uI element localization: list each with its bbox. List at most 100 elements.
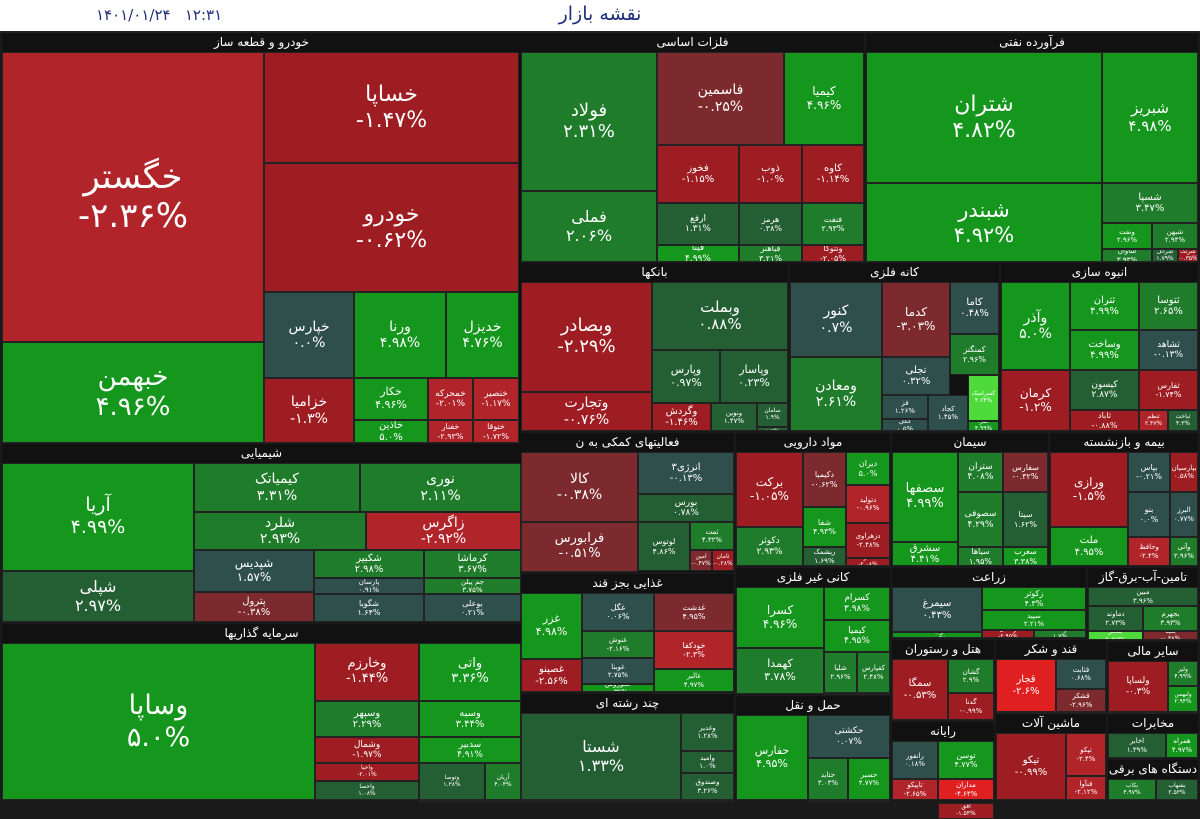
stock-tile[interactable]: آریان ۴.۰۴% <box>485 763 521 800</box>
stock-tile[interactable]: حکشتی ۰.۰۷% <box>808 715 890 758</box>
stock-tile[interactable]: مداران -۴.۶۴% <box>938 779 994 800</box>
stock-tile[interactable]: غکوروش۰.۳۹% <box>582 684 654 692</box>
stock-tile[interactable]: ریشمک ۱.۶۹% <box>803 547 846 566</box>
stock-tile[interactable]: کهمدا ۳.۷۸% <box>736 648 824 694</box>
stock-tile[interactable]: شتران ۴.۸۲% <box>866 52 1102 183</box>
stock-tile[interactable]: غنوش -۲.۱۶% <box>582 631 654 658</box>
stock-tile[interactable]: شبریز ۴.۹۸% <box>1102 52 1198 183</box>
stock-tile[interactable]: ولبهمن ۲.۹۴% <box>1168 686 1198 712</box>
stock-tile[interactable]: زاگرس -۲.۹۲% <box>366 512 521 550</box>
stock-tile[interactable]: ومهان۴.۱۲% <box>485 800 521 802</box>
stock-tile[interactable]: قجار -۲.۶% <box>996 659 1056 712</box>
stock-tile[interactable]: وگردش -۱.۴۶% <box>652 403 711 431</box>
stock-tile[interactable]: ونتوکا -۲.۰۵% <box>802 245 864 262</box>
stock-tile[interactable]: ثباخت ۴.۳% <box>1168 410 1198 431</box>
stock-tile[interactable]: غگل ۰.۰۶% <box>582 593 654 631</box>
stock-tile[interactable]: سفارس -۰.۳۲% <box>1003 452 1048 492</box>
stock-tile[interactable]: شبندر ۴.۹۲% <box>866 183 1102 262</box>
stock-tile[interactable]: خودکفا -۲.۳% <box>654 631 734 669</box>
stock-tile[interactable]: غویتا ۲.۷۵% <box>582 658 654 684</box>
stock-tile[interactable]: فیتا ۴.۹۹% <box>657 245 739 262</box>
stock-tile[interactable]: وشوکا۲.۰۳% <box>521 800 734 802</box>
stock-tile[interactable]: کالا -۰.۳۸% <box>521 452 638 522</box>
stock-tile[interactable]: سیمرغ ۰.۴۳% <box>892 587 982 632</box>
stock-tile[interactable]: ستران ۴.۰۸% <box>958 452 1003 492</box>
stock-tile[interactable]: اخابر ۱.۳۹% <box>1108 733 1166 758</box>
stock-tile[interactable]: شستا ۱.۳۳% <box>521 713 681 800</box>
stock-tile[interactable]: البرز ۰.۷۷% <box>1170 492 1198 537</box>
stock-tile[interactable]: واحیا -۲.۰۱% <box>315 763 419 781</box>
stock-tile[interactable]: دکیمیا -۰.۶۲% <box>803 452 846 507</box>
stock-tile[interactable]: ومعادن ۲.۶۱% <box>790 357 882 431</box>
stock-tile[interactable]: وآتی ۲.۹۶% <box>1170 537 1198 566</box>
stock-tile[interactable]: سمایه۱.۲% <box>757 427 788 431</box>
stock-tile[interactable]: برکت -۱.۰۵% <box>736 452 803 527</box>
stock-tile[interactable]: زبینا۵.۰% <box>892 632 982 638</box>
stock-tile[interactable]: شپدیس ۱.۵۷% <box>194 550 314 592</box>
stock-tile[interactable]: بفجر ۹.۹۷% <box>1088 631 1143 640</box>
stock-tile[interactable]: قثابت ۰.۶۸% <box>1056 659 1106 689</box>
stock-tile[interactable]: بپارسیان ۰.۵۸% <box>1170 452 1198 492</box>
stock-tile[interactable]: وصندوق ۳.۲۶% <box>681 773 734 800</box>
stock-tile[interactable]: کرماشا ۳.۶۷% <box>424 550 521 578</box>
stock-tile[interactable]: ولیز ۴.۹۹% <box>1168 661 1198 686</box>
stock-tile[interactable]: دتولید -۰.۹۶% <box>846 485 890 523</box>
stock-tile[interactable]: زشت۱.۷% <box>1034 630 1086 638</box>
stock-tile[interactable]: ونوین ۱.۴۷% <box>711 403 757 431</box>
stock-tile[interactable]: وسبحان۳.۱۳% <box>419 800 485 802</box>
stock-tile[interactable]: سیاها ۱.۹۵% <box>958 547 1003 566</box>
stock-tile[interactable]: شاوان ۳.۹۳% <box>1102 249 1152 262</box>
stock-tile[interactable]: شپلی ۲.۹۷% <box>2 571 194 622</box>
stock-tile[interactable]: گشان ۲.۹% <box>948 659 994 693</box>
stock-tile[interactable]: ثامان -۰.۲۸% <box>712 550 734 571</box>
stock-tile[interactable]: حتاید ۳.۰۳% <box>808 758 848 800</box>
stock-tile[interactable]: فاسمین -۰.۲۵% <box>657 52 784 145</box>
stock-tile[interactable]: مبین ۳.۹۶% <box>1088 587 1198 606</box>
stock-tile[interactable]: بپاس -۰.۲۱% <box>1128 452 1170 492</box>
stock-tile[interactable]: ولساپا -۰.۳% <box>1108 661 1168 712</box>
stock-tile[interactable]: سیتا ۱.۶۲% <box>1003 492 1048 547</box>
stock-tile[interactable]: شرانل ۱.۷۹% <box>1152 249 1178 262</box>
stock-tile[interactable]: وپارس ۰.۹۷% <box>652 350 720 403</box>
stock-tile[interactable]: شفا ۴.۹۳% <box>803 507 846 547</box>
stock-tile[interactable]: خودرو -۰.۶۲% <box>264 163 519 292</box>
stock-tile[interactable]: جم پیلن ۳.۷۵% <box>424 578 521 594</box>
stock-tile[interactable]: زماهان-۲.۹۵% <box>982 630 1034 638</box>
stock-tile[interactable]: خکار ۴.۹۶% <box>354 378 428 420</box>
stock-tile[interactable]: نوری ۲.۱۱% <box>360 463 521 512</box>
stock-tile[interactable]: خمحرکه -۲.۰۱% <box>428 378 473 420</box>
stock-tile[interactable]: وامید ۱.۰% <box>681 751 734 773</box>
stock-tile[interactable]: وبصادر -۲.۲۹% <box>521 282 652 392</box>
stock-tile[interactable]: فملی ۲.۰۶% <box>521 191 657 262</box>
stock-tile[interactable]: فخوز -۱.۱۵% <box>657 145 739 203</box>
stock-tile[interactable]: شلیا ۲.۹۶% <box>824 652 857 693</box>
stock-tile[interactable]: بشهاب ۲.۵۳% <box>1156 779 1198 800</box>
stock-tile[interactable]: تپکو -۲.۴% <box>1066 733 1106 776</box>
stock-tile[interactable]: تاپیکو -۲.۶۵% <box>892 779 938 800</box>
stock-tile[interactable]: ثتران ۴.۹۹% <box>1070 282 1139 330</box>
stock-tile[interactable]: سامان ۱.۹% <box>757 403 788 427</box>
stock-tile[interactable]: فنآوا -۲.۱۲% <box>1066 776 1106 800</box>
stock-tile[interactable]: ثتوسا ۲.۶۵% <box>1139 282 1198 330</box>
stock-tile[interactable]: خاذین ۵.۰% <box>354 420 428 443</box>
stock-tile[interactable]: خساپا -۱.۴۷% <box>264 52 519 163</box>
stock-tile[interactable]: کیسون ۲.۸۷% <box>1070 370 1139 410</box>
stock-tile[interactable]: وسبه ۳.۴۴% <box>419 701 521 737</box>
stock-tile[interactable]: فنفت ۲.۹۳% <box>802 203 864 245</box>
stock-tile[interactable]: وغدیر ۱.۲۸% <box>681 713 734 751</box>
stock-tile[interactable]: امین -۰.۴۷% <box>690 550 712 571</box>
stock-tile[interactable]: حپارس۰.۵۴% <box>808 800 890 802</box>
stock-tile[interactable]: پارسان ۰.۹۱% <box>314 578 424 594</box>
stock-tile[interactable]: سصوفی ۴.۲۹% <box>958 492 1003 547</box>
stock-tile[interactable]: فرابورس -۰.۵۱% <box>521 522 638 572</box>
stock-tile[interactable]: کسرامیک ۴.۶۴% <box>968 375 999 421</box>
stock-tile[interactable]: انرژی۳ -۰.۱۳% <box>638 452 734 494</box>
stock-tile[interactable]: ثنظم ۲.۴۷% <box>1139 410 1168 431</box>
stock-tile[interactable]: بکاب ۴.۹۷% <box>1108 779 1156 800</box>
stock-tile[interactable]: فباهنر ۳.۲۱% <box>739 245 802 262</box>
stock-tile[interactable]: واتی ۳.۳۶% <box>419 643 521 701</box>
stock-tile[interactable]: کیمیا ۴.۹۶% <box>784 52 864 145</box>
stock-tile[interactable]: وساخت ۴.۹۹% <box>1070 330 1139 370</box>
stock-tile[interactable]: وآذر ۵.۰% <box>1001 282 1070 370</box>
stock-tile[interactable]: وتجارت -۰.۷۶% <box>521 392 652 431</box>
